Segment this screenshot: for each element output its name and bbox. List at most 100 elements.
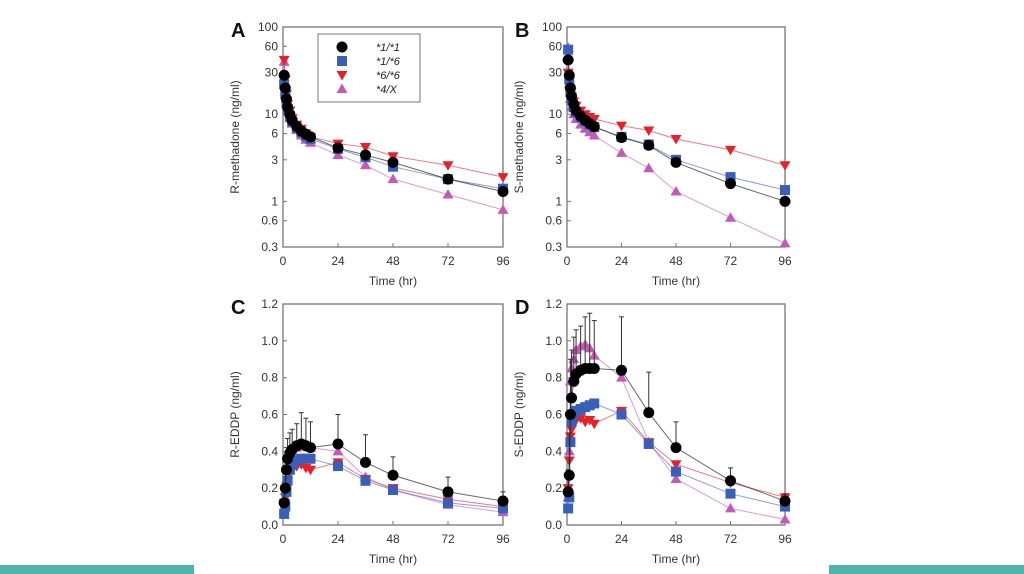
y-tick-label: 60 [265,39,279,53]
data-point [643,162,655,173]
data-point [670,442,682,454]
data-point [387,173,399,184]
data-point [725,178,736,190]
series-line [567,343,786,520]
data-point [566,392,578,404]
data-point [497,185,509,197]
data-point [305,453,316,464]
x-tick-label: 24 [615,532,629,546]
y-tick-label: 100 [542,20,562,34]
y-tick-label: 10 [265,107,279,121]
data-point [643,139,655,151]
data-point [779,513,791,524]
data-point [779,237,791,248]
data-point [589,398,600,409]
data-point [779,495,791,507]
series-line [567,49,786,191]
data-point [305,442,316,454]
x-tick-label: 72 [724,254,738,268]
data-point [360,149,371,161]
data-point [588,419,600,430]
y-tick-label: 30 [549,66,563,80]
series-11 [278,412,509,509]
data-point [779,161,791,171]
data-point [360,456,371,468]
data-point [725,212,736,222]
y-tick-label: 10 [549,107,563,121]
data-point [305,465,316,476]
data-point [387,156,399,168]
data-point [360,159,371,170]
data-point [643,126,655,137]
y-tick-label: 1.2 [261,297,278,311]
data-point [671,466,681,477]
y-tick-label: 0.3 [545,240,562,254]
legend-label: *1/*6 [376,56,401,68]
data-point [780,185,790,196]
y-tick-label: 0.3 [261,240,278,254]
y-tick-label: 0.6 [545,214,562,228]
data-point [779,195,791,207]
data-point [563,503,574,514]
y-tick-label: 0.6 [261,408,278,422]
x-tick-label: 72 [724,532,738,546]
y-tick-label: 0.0 [261,518,278,532]
legend-label: *6/*6 [376,70,401,82]
panel-d: D 0.0 0.2 0.4 0.6 0.8 1.0 1.2 0 24 48 72 96 Time (hr)… [512,297,792,566]
y-tick-label: 0.4 [261,444,278,458]
legend-marker [337,56,347,66]
x-tick-label: 48 [669,254,683,268]
series-66 [562,406,791,503]
y-tick-label: 0.2 [261,481,278,495]
y-axis-title: S-methadone (ng/ml) [512,81,526,194]
x-axis-title: Time (hr) [369,552,417,566]
x-tick-label: 48 [386,532,400,546]
data-point [670,134,682,145]
footer-accent-bar-right [829,565,1024,574]
data-point [280,464,292,476]
data-point [670,156,682,168]
series-line [567,72,786,166]
data-point [562,486,574,498]
data-point [725,502,736,513]
data-point [616,147,627,157]
legend-label: *1/*1 [376,42,400,54]
data-point [616,132,627,144]
panel-letter: D [515,297,529,319]
panel-a: A 0.3 0.6 1 3 6 10 30 60 100 0 24 48 72 96 Time (hr) R-m… [228,20,510,288]
y-tick-label: 0.8 [545,371,562,385]
series-4X [562,42,791,248]
data-point [332,149,344,160]
x-tick-label: 24 [615,254,629,268]
panel-c: C 0.0 0.2 0.4 0.6 0.8 1.0 1.2 0 24 48 72 96 Time (hr)… [228,297,510,566]
data-point [564,409,576,420]
data-point [497,204,509,214]
data-point [725,475,736,487]
data-point [332,445,344,456]
series-line [567,410,786,498]
x-tick-label: 72 [441,532,455,546]
data-point [670,460,682,470]
data-point [280,93,292,105]
data-point [563,469,575,481]
series-16 [563,398,790,514]
x-tick-label: 0 [564,532,571,546]
data-point [442,188,454,199]
data-point [588,362,600,374]
panel-letter: C [231,297,245,319]
data-point [278,497,290,509]
x-tick-label: 0 [280,532,287,546]
y-tick-label: 0.6 [261,214,278,228]
panel-letter: B [515,20,529,42]
series-line [567,47,786,244]
data-point [616,409,627,420]
panel-letter: A [231,20,245,42]
data-point [442,486,454,498]
y-tick-label: 30 [265,66,279,80]
x-tick-label: 48 [386,254,400,268]
data-point [725,488,736,499]
y-tick-label: 0.2 [545,481,562,495]
x-tick-label: 0 [280,254,287,268]
x-axis-title: Time (hr) [652,552,700,566]
data-point [563,44,574,55]
